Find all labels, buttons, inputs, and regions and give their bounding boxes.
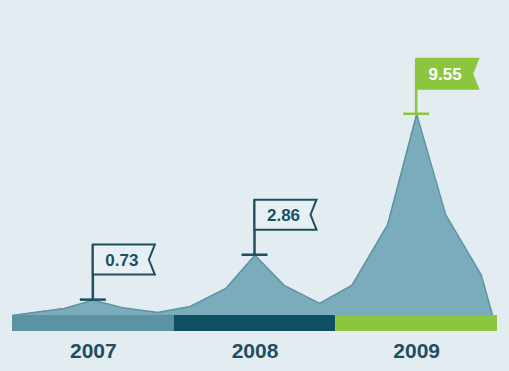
svg-text:2009: 2009: [393, 339, 440, 362]
svg-text:9.55: 9.55: [429, 65, 462, 84]
svg-text:2.86: 2.86: [267, 206, 300, 225]
svg-text:2008: 2008: [232, 339, 279, 362]
svg-text:2007: 2007: [70, 339, 117, 362]
svg-text:0.73: 0.73: [105, 251, 138, 270]
